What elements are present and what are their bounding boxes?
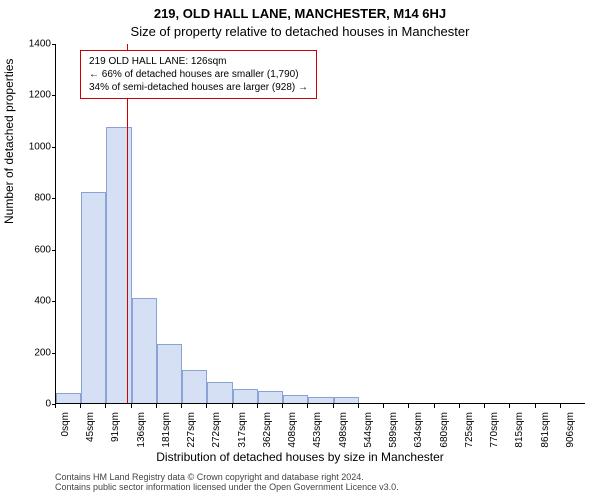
bar — [233, 389, 258, 403]
xtick-mark — [333, 404, 334, 408]
ytick-mark — [52, 250, 56, 251]
xtick-mark — [55, 404, 56, 408]
bar — [207, 382, 232, 403]
xtick-label: 544sqm — [363, 412, 374, 452]
xtick-label: 0sqm — [60, 412, 71, 452]
bar — [334, 397, 359, 403]
ytick-label: 400 — [16, 296, 51, 307]
xtick-mark — [156, 404, 157, 408]
xtick-mark — [131, 404, 132, 408]
xtick-label: 272sqm — [211, 412, 222, 452]
ytick-label: 600 — [16, 244, 51, 255]
xtick-mark — [459, 404, 460, 408]
ytick-label: 800 — [16, 193, 51, 204]
xtick-mark — [181, 404, 182, 408]
ytick-mark — [52, 147, 56, 148]
ytick-mark — [52, 95, 56, 96]
xtick-label: 498sqm — [338, 412, 349, 452]
ytick-label: 200 — [16, 347, 51, 358]
bar — [157, 344, 182, 403]
ytick-label: 1200 — [16, 90, 51, 101]
xtick-mark — [434, 404, 435, 408]
xtick-label: 634sqm — [413, 412, 424, 452]
xtick-label: 136sqm — [136, 412, 147, 452]
title-line-1: 219, OLD HALL LANE, MANCHESTER, M14 6HJ — [0, 6, 600, 21]
bar — [106, 127, 131, 403]
ytick-mark — [52, 353, 56, 354]
xtick-label: 362sqm — [262, 412, 273, 452]
bar — [132, 298, 157, 403]
xtick-label: 815sqm — [514, 412, 525, 452]
y-axis-label: Number of detached properties — [2, 59, 16, 224]
title-line-2: Size of property relative to detached ho… — [0, 24, 600, 39]
attribution-line-1: Contains HM Land Registry data © Crown c… — [55, 472, 585, 482]
xtick-label: 181sqm — [161, 412, 172, 452]
xtick-mark — [257, 404, 258, 408]
figure-root: 219, OLD HALL LANE, MANCHESTER, M14 6HJ … — [0, 0, 600, 500]
xtick-label: 906sqm — [565, 412, 576, 452]
bar — [182, 370, 207, 403]
bar — [81, 192, 106, 403]
callout-line-1: 219 OLD HALL LANE: 126sqm — [89, 55, 308, 68]
xtick-label: 589sqm — [388, 412, 399, 452]
xtick-label: 453sqm — [312, 412, 323, 452]
ytick-label: 1400 — [16, 39, 51, 50]
callout-line-3: 34% of semi-detached houses are larger (… — [89, 81, 308, 94]
xtick-mark — [80, 404, 81, 408]
xtick-label: 317sqm — [237, 412, 248, 452]
attribution: Contains HM Land Registry data © Crown c… — [55, 472, 585, 493]
bar — [283, 395, 308, 403]
xtick-label: 770sqm — [489, 412, 500, 452]
xtick-mark — [408, 404, 409, 408]
xtick-label: 861sqm — [540, 412, 551, 452]
xtick-mark — [282, 404, 283, 408]
ytick-label: 0 — [16, 399, 51, 410]
callout-box: 219 OLD HALL LANE: 126sqm ← 66% of detac… — [80, 50, 317, 99]
attribution-line-2: Contains public sector information licen… — [55, 482, 585, 492]
ytick-label: 1000 — [16, 141, 51, 152]
xtick-mark — [484, 404, 485, 408]
xtick-label: 408sqm — [287, 412, 298, 452]
xtick-label: 91sqm — [110, 412, 121, 452]
bar — [56, 393, 81, 403]
xtick-label: 725sqm — [464, 412, 475, 452]
ytick-mark — [52, 301, 56, 302]
xtick-mark — [560, 404, 561, 408]
ytick-mark — [52, 44, 56, 45]
xtick-mark — [232, 404, 233, 408]
xtick-mark — [509, 404, 510, 408]
xtick-label: 680sqm — [439, 412, 450, 452]
xtick-mark — [206, 404, 207, 408]
xtick-mark — [358, 404, 359, 408]
bar — [258, 391, 283, 403]
x-axis-label: Distribution of detached houses by size … — [0, 450, 600, 464]
callout-line-2: ← 66% of detached houses are smaller (1,… — [89, 68, 308, 81]
bar — [308, 397, 333, 403]
xtick-mark — [383, 404, 384, 408]
xtick-label: 45sqm — [85, 412, 96, 452]
xtick-mark — [105, 404, 106, 408]
xtick-label: 227sqm — [186, 412, 197, 452]
ytick-mark — [52, 198, 56, 199]
xtick-mark — [307, 404, 308, 408]
xtick-mark — [535, 404, 536, 408]
